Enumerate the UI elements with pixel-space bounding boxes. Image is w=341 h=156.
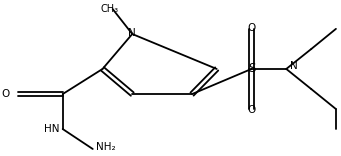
Text: O: O xyxy=(247,105,256,115)
Text: N: N xyxy=(128,28,136,38)
Text: CH₃: CH₃ xyxy=(100,4,118,14)
Text: S: S xyxy=(248,62,255,76)
Text: O: O xyxy=(247,23,256,33)
Text: N: N xyxy=(290,61,297,71)
Text: O: O xyxy=(1,89,10,99)
Text: NH₂: NH₂ xyxy=(96,142,116,152)
Text: HN: HN xyxy=(44,124,59,134)
